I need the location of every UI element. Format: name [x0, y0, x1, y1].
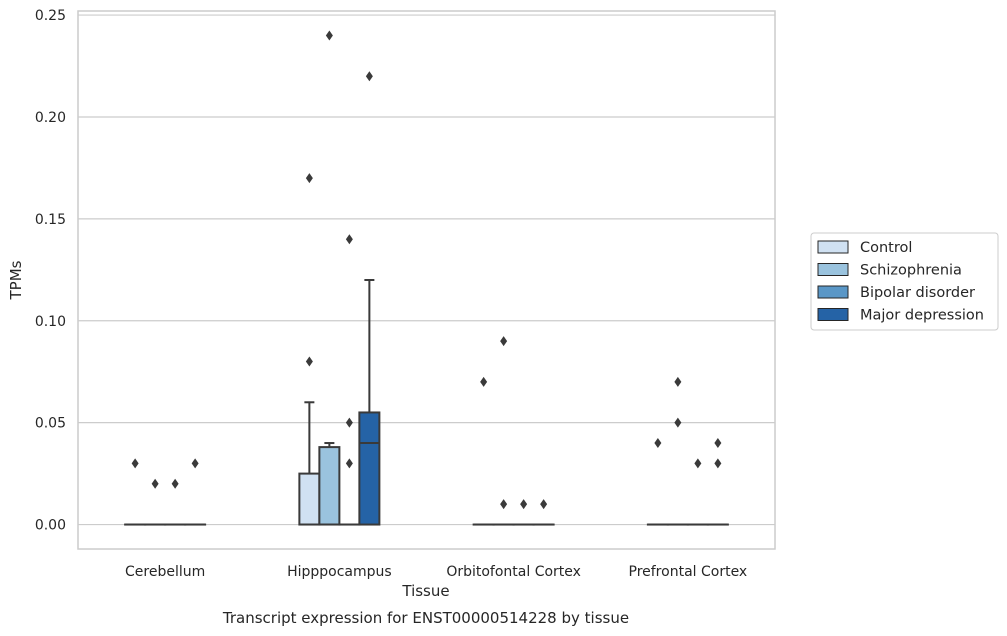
- outlier-point: [674, 417, 682, 428]
- outlier-point: [171, 478, 179, 489]
- outlier-point: [540, 499, 548, 510]
- outlier-point: [151, 478, 159, 489]
- outlier-point: [714, 438, 722, 449]
- box-group: [706, 438, 729, 526]
- box-group: [532, 499, 555, 526]
- legend: Control Schizophrenia Bipolar disorder Majo…: [810, 232, 999, 331]
- outlier-point: [500, 499, 508, 510]
- plot-area-frame: [77, 10, 776, 550]
- outlier-point: [345, 417, 353, 428]
- outlier-point: [305, 356, 313, 367]
- box-group: [686, 458, 709, 526]
- x-tick-label: Cerebellum: [125, 564, 205, 580]
- box-group: [358, 71, 381, 526]
- outlier-point: [365, 71, 373, 82]
- box-group: [298, 173, 321, 526]
- box-group: [124, 458, 147, 526]
- legend-label: Bipolar disorder: [860, 285, 975, 301]
- y-tick-label: 0.25: [35, 8, 66, 24]
- box-group: [184, 458, 207, 526]
- legend-swatch: [817, 285, 849, 299]
- outlier-point: [674, 376, 682, 387]
- box: [358, 411, 381, 526]
- box-group: [164, 478, 187, 526]
- box-group: [512, 499, 535, 526]
- outlier-point: [131, 458, 139, 469]
- legend-swatch: [817, 240, 849, 254]
- y-tick-label: 0.05: [35, 416, 66, 432]
- y-tick-label: 0.15: [35, 212, 66, 228]
- outlier-point: [345, 234, 353, 245]
- outlier-point: [305, 173, 313, 184]
- y-tick-label: 0.00: [35, 518, 66, 534]
- x-tick-label: Hipppocampus: [287, 564, 392, 580]
- box-group: [338, 234, 361, 526]
- outlier-point: [191, 458, 199, 469]
- outlier-point: [325, 30, 333, 41]
- x-tick-label: Orbitofontal Cortex: [446, 564, 581, 580]
- y-tick-label: 0.20: [35, 110, 66, 126]
- outlier-point: [694, 458, 702, 469]
- outlier-point: [654, 438, 662, 449]
- legend-label: Major depression: [860, 308, 984, 324]
- outlier-point: [520, 499, 528, 510]
- y-tick-label: 0.10: [35, 314, 66, 330]
- outlier-point: [714, 458, 722, 469]
- y-axis-label: TPMs: [7, 260, 25, 300]
- box-group: [666, 376, 689, 526]
- box: [298, 472, 321, 526]
- y-ticks: 0.00 0.05 0.10 0.15 0.20 0.25: [35, 8, 66, 533]
- box-group: [646, 438, 669, 526]
- box-group: [492, 336, 515, 526]
- legend-swatch: [817, 263, 849, 276]
- outlier-point: [500, 336, 508, 347]
- boxes: [124, 30, 729, 526]
- legend-frame: [810, 232, 999, 331]
- gridlines: [78, 14, 775, 526]
- legend-swatch: [817, 308, 849, 321]
- legend-label: Schizophrenia: [860, 263, 962, 279]
- box-group: [144, 478, 167, 526]
- x-axis-label: Tissue: [401, 582, 449, 600]
- legend-label: Control: [860, 240, 912, 256]
- outlier-point: [480, 376, 488, 387]
- x-ticks: Cerebellum Hipppocampus Orbitofontal Corte…: [125, 564, 747, 580]
- x-tick-label: Prefrontal Cortex: [629, 564, 748, 580]
- box-group: [318, 30, 341, 526]
- chart-title: Transcript expression for ENST0000051422…: [222, 609, 629, 627]
- box-group: [472, 376, 495, 526]
- box: [318, 446, 341, 526]
- outlier-point: [345, 458, 353, 469]
